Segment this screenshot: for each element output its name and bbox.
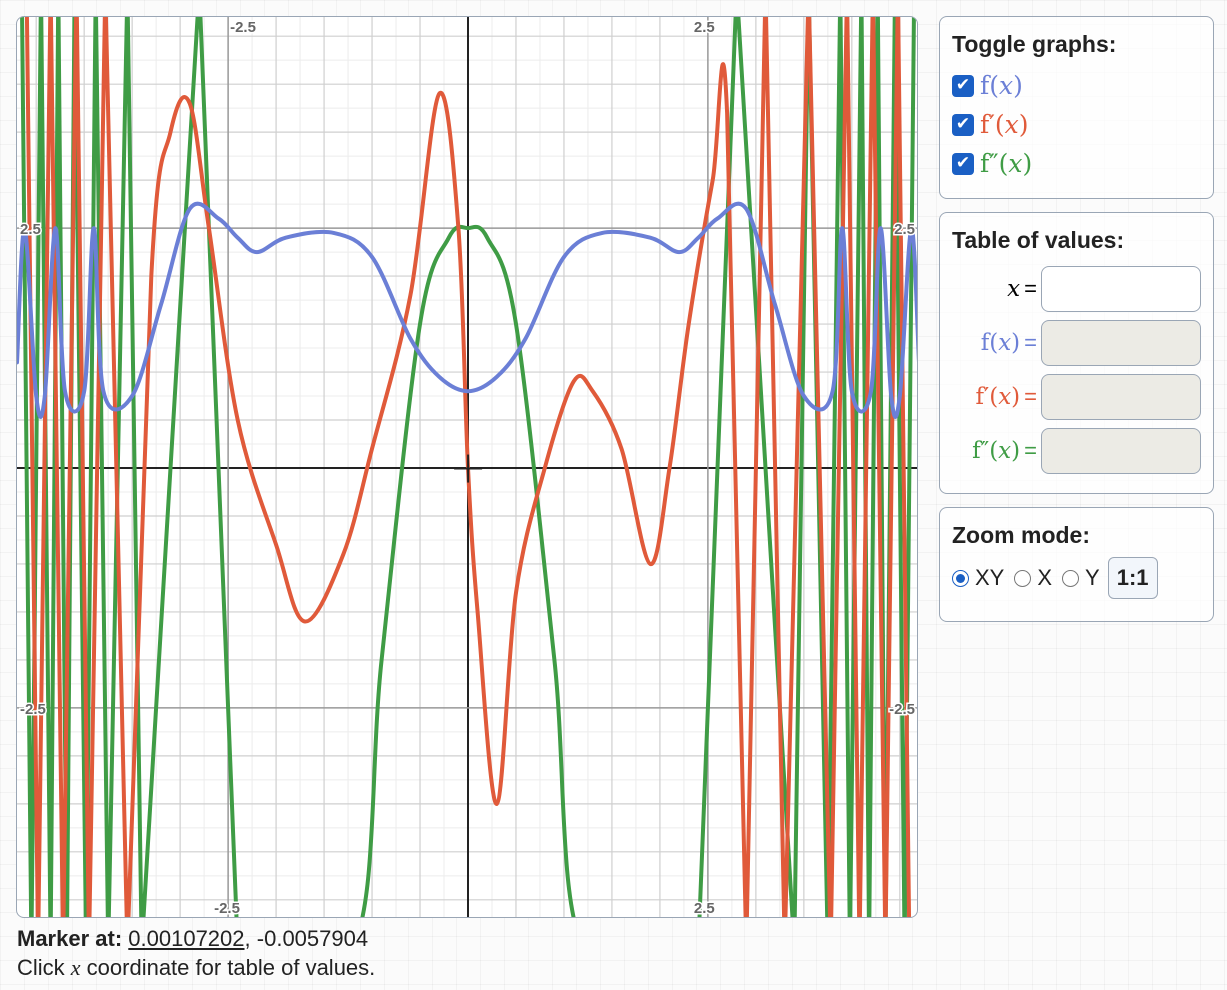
toggle-f[interactable]: ✔ f(𝑥)	[952, 66, 1201, 105]
toggle-graphs-title: Toggle graphs:	[952, 31, 1117, 57]
f-equals: =	[1024, 330, 1037, 355]
marker-readout: Marker at: 0.00107202, -0.0057904	[17, 926, 368, 952]
f-value-field	[1041, 320, 1201, 366]
hint-before: Click	[17, 955, 71, 980]
x-tick-label-bottom: -2.5	[214, 900, 240, 917]
marker-separator: ,	[244, 926, 251, 951]
fdoubleprime-value-field	[1041, 428, 1201, 474]
toggle-graphs-panel: Toggle graphs: ✔ f(𝑥) ✔ f′(𝑥) ✔ f″(𝑥)	[939, 16, 1214, 199]
table-row-fdoubleprime: f″(𝑥) =	[952, 424, 1201, 478]
zoom-mode-title: Zoom mode:	[952, 522, 1090, 548]
fdoubleprime-label: f″(𝑥)	[972, 438, 1021, 464]
zoom-x-radio[interactable]	[1014, 569, 1032, 587]
x-equals: =	[1024, 276, 1037, 301]
zoom-xy-radio[interactable]	[952, 569, 969, 587]
hint-text: Click x coordinate for table of values.	[17, 955, 375, 981]
toggle-fprime-label: f′(𝑥)	[980, 110, 1029, 139]
x-input[interactable]	[1041, 266, 1201, 312]
zoom-x-label[interactable]: X	[1037, 565, 1053, 590]
x-tick-label-top: -2.5	[230, 19, 256, 36]
toggle-fdoubleprime[interactable]: ✔ f″(𝑥)	[952, 144, 1201, 183]
hint-after: coordinate for table of values.	[80, 955, 376, 980]
zoom-y-radio[interactable]	[1062, 569, 1080, 587]
marker-y-value: -0.0057904	[256, 926, 369, 951]
zoom-xy-label[interactable]: XY	[975, 565, 1005, 590]
graph-area[interactable]: -2.5 2.5 -2.5 2.5 2.5 -2.5 2.5 -2.5	[16, 16, 918, 918]
y-tick-label-right: -2.5	[889, 701, 915, 718]
curve-f	[17, 201, 917, 419]
fprime-label: f′(𝑥)	[975, 384, 1021, 410]
fprime-equals: =	[1024, 384, 1037, 409]
function-plot[interactable]: -2.5 2.5 -2.5 2.5 2.5 -2.5 2.5 -2.5	[17, 17, 918, 918]
y-tick-label-right: 2.5	[894, 221, 915, 238]
marker-label: Marker at:	[17, 926, 123, 951]
curve-fdoubleprime	[20, 17, 916, 917]
checkbox-fprime[interactable]: ✔	[952, 113, 974, 136]
zoom-mode-panel: Zoom mode: XY X Y 1:1	[939, 507, 1214, 622]
f-label: f(𝑥)	[980, 330, 1021, 356]
checkbox-f[interactable]: ✔	[952, 74, 974, 97]
table-row-fprime: f′(𝑥) =	[952, 370, 1201, 424]
reset-zoom-button[interactable]: 1:1	[1107, 557, 1158, 599]
marker-crosshair[interactable]	[454, 454, 483, 483]
y-tick-label-left: -2.5	[20, 701, 46, 718]
checkbox-fdoubleprime[interactable]: ✔	[952, 152, 974, 175]
table-row-x: 𝑥 =	[952, 262, 1201, 316]
x-label: 𝑥	[1007, 276, 1021, 302]
table-of-values-title: Table of values:	[952, 227, 1125, 253]
tick-labels: -2.5 2.5 -2.5 2.5 2.5 -2.5 2.5 -2.5	[19, 18, 917, 918]
toggle-fprime[interactable]: ✔ f′(𝑥)	[952, 105, 1201, 144]
fprime-value-field	[1041, 374, 1201, 420]
x-tick-label-bottom: 2.5	[694, 900, 715, 917]
table-of-values-panel: Table of values: 𝑥 = f(𝑥) = f′(𝑥) = f″(𝑥…	[939, 212, 1214, 494]
x-tick-label-top: 2.5	[694, 19, 715, 36]
y-tick-label-left: 2.5	[20, 221, 41, 238]
zoom-y-label[interactable]: Y	[1085, 565, 1100, 590]
fdoubleprime-equals: =	[1024, 438, 1037, 463]
marker-x-link[interactable]: 0.00107202	[128, 926, 245, 951]
toggle-f-label: f(𝑥)	[980, 71, 1023, 100]
zoom-options: XY X Y 1:1	[952, 557, 1201, 599]
table-row-f: f(𝑥) =	[952, 316, 1201, 370]
hint-var: x	[70, 955, 81, 980]
toggle-fdoubleprime-label: f″(𝑥)	[980, 149, 1033, 178]
